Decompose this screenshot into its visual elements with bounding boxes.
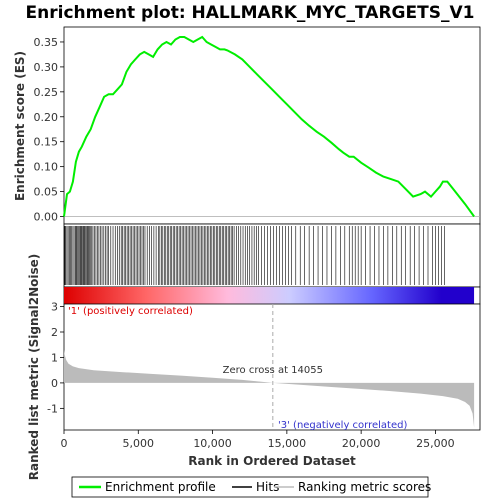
x-axis: 0 5,000 10,000 15,000 20,000 25,000 (61, 430, 455, 450)
x-tick-label: 25,000 (416, 437, 455, 450)
x-axis-label: Rank in Ordered Dataset (188, 454, 356, 468)
x-tick-label: 5,000 (123, 437, 155, 450)
es-plot-frame (63, 26, 481, 225)
legend-item-hits: Hits (256, 480, 279, 494)
hits-frame (63, 223, 481, 288)
metric-y-tick-label: 3 (51, 301, 58, 314)
heatmap-panel (63, 286, 481, 305)
x-tick-label: 15,000 (268, 437, 307, 450)
es-panel: 0.00 0.05 0.10 0.15 0.20 0.25 0.30 0.35 Enrichm… (13, 26, 481, 225)
chart-title: Enrichment plot: HALLMARK_MYC_TARGETS_V1 (26, 3, 475, 23)
x-tick-label: 20,000 (342, 437, 381, 450)
metric-y-axis-label: Ranked list metric (Signal2Noise) (27, 254, 41, 481)
legend-item-enrichment: Enrichment profile (105, 480, 216, 494)
es-y-tick-label: 0.15 (34, 136, 59, 149)
legend: Enrichment profile Hits Ranking metric s… (71, 476, 431, 498)
negative-correlation-label: '3' (negatively correlated) (278, 420, 407, 431)
enrichment-profile-line (63, 35, 475, 218)
metric-y-tick-label: 1 (51, 351, 58, 364)
positive-correlation-label: '1' (positively correlated) (68, 306, 193, 317)
ranking-metric-area (64, 349, 475, 428)
es-y-tick-label: 0.20 (34, 111, 59, 124)
hits-panel (63, 223, 481, 288)
es-y-tick-label: 0.10 (34, 161, 59, 174)
zero-cross-label: Zero cross at 14055 (223, 365, 323, 376)
metric-panel: 3 2 1 0 -1 Zero cross at 14055 '1' (positive… (27, 254, 481, 481)
es-y-tick-label: 0.25 (34, 86, 59, 99)
x-tick-label: 0 (61, 437, 68, 450)
es-y-tick-label: 0.30 (34, 61, 59, 74)
es-y-tick-label: 0.05 (34, 186, 59, 199)
hit-markers (63, 226, 445, 285)
metric-y-tick-label: 0 (51, 377, 58, 390)
metric-y-tick-label: -1 (47, 402, 58, 415)
es-y-tick-label: 0.35 (34, 36, 59, 49)
metric-y-tick-label: 2 (51, 326, 58, 339)
ranked-list-heatmap (64, 287, 475, 304)
es-y-tick-label: 0.00 (34, 211, 59, 224)
metric-y-axis: 3 2 1 0 -1 (47, 301, 64, 415)
es-y-axis-label: Enrichment score (ES) (13, 51, 27, 201)
legend-item-metric: Ranking metric scores (298, 480, 431, 494)
x-tick-label: 10,000 (193, 437, 232, 450)
es-y-axis: 0.00 0.05 0.10 0.15 0.20 0.25 0.30 0.35 (34, 36, 64, 224)
